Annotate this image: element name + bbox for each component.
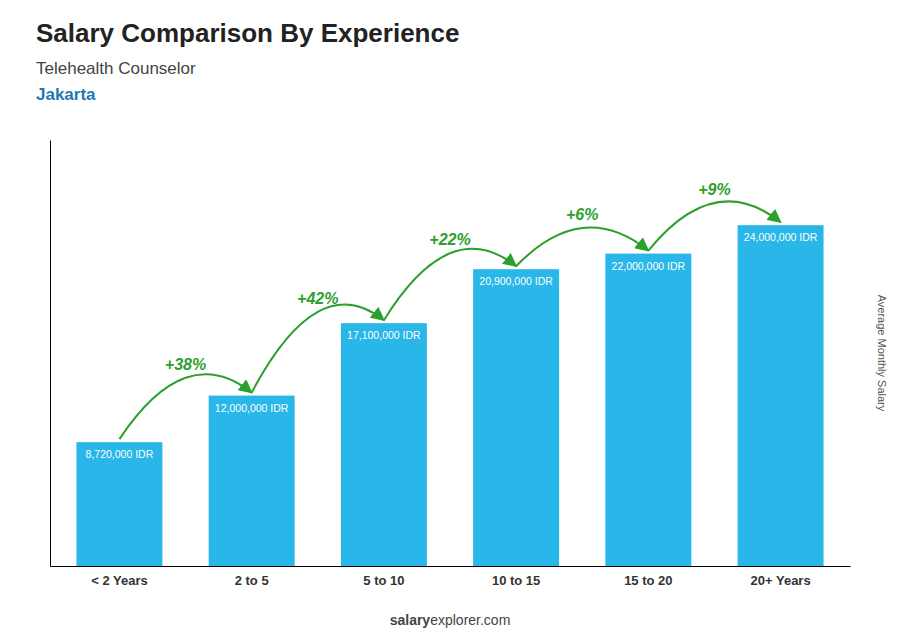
change-label: +22% bbox=[429, 231, 470, 248]
x-tick-label: 2 to 5 bbox=[235, 573, 269, 588]
footer-part: salary bbox=[390, 612, 431, 628]
data-labels: 8,720,000 IDR 12,000,000 IDR 17,100,000 ID… bbox=[86, 231, 818, 460]
x-axis: < 2 Years 2 to 5 5 to 10 10 to 15 15 to 20 20… bbox=[51, 566, 851, 588]
x-tick-label: 5 to 10 bbox=[363, 573, 404, 588]
x-tick: 20+ Years bbox=[751, 566, 811, 588]
x-tick-label: < 2 Years bbox=[91, 573, 148, 588]
bars bbox=[76, 225, 823, 566]
x-tick: 10 to 15 bbox=[492, 566, 540, 588]
data-label: 20,900,000 IDR bbox=[479, 275, 553, 287]
change-label: +38% bbox=[165, 356, 206, 373]
change-label: +42% bbox=[297, 290, 338, 307]
bar bbox=[76, 442, 162, 566]
plot: < 2 Years 2 to 5 5 to 10 10 to 15 15 to 20 20… bbox=[51, 141, 851, 589]
bar bbox=[473, 269, 559, 566]
x-tick: 5 to 10 bbox=[363, 566, 404, 588]
data-label: 12,000,000 IDR bbox=[215, 402, 289, 414]
x-tick: < 2 Years bbox=[91, 566, 148, 588]
x-tick: 15 to 20 bbox=[624, 566, 672, 588]
x-tick: 2 to 5 bbox=[235, 566, 269, 588]
change-arc bbox=[384, 249, 516, 320]
subtitle: Jakarta bbox=[36, 85, 96, 104]
change-arc bbox=[516, 228, 648, 267]
footer: salaryexplorer.com bbox=[390, 612, 511, 628]
x-tick-label: 10 to 15 bbox=[492, 573, 540, 588]
bar bbox=[605, 254, 691, 566]
y-axis bbox=[50, 141, 51, 567]
subtitle: Telehealth Counselor bbox=[36, 59, 196, 78]
data-label: 24,000,000 IDR bbox=[744, 231, 818, 243]
title: Salary Comparison By Experience bbox=[36, 18, 459, 48]
x-axis-line bbox=[51, 566, 851, 567]
bar bbox=[209, 396, 295, 566]
data-label: 8,720,000 IDR bbox=[86, 448, 154, 460]
data-label: 22,000,000 IDR bbox=[612, 260, 686, 272]
change-label: +9% bbox=[698, 181, 730, 198]
footer-part: explorer.com bbox=[430, 612, 510, 628]
y-axis-title: Average Monthly Salary bbox=[876, 295, 888, 412]
bar bbox=[738, 225, 824, 566]
data-label: 17,100,000 IDR bbox=[347, 329, 421, 341]
x-tick-label: 15 to 20 bbox=[624, 573, 672, 588]
change-arc bbox=[648, 201, 780, 250]
chart: Salary Comparison By Experience Telehealt… bbox=[0, 0, 900, 641]
change-annotations: +38% +42% +22% +6% +9% bbox=[119, 181, 780, 439]
bar bbox=[341, 323, 427, 566]
change-arc bbox=[119, 374, 251, 439]
y-axis-line bbox=[50, 141, 51, 567]
change-arc bbox=[252, 304, 384, 392]
change-label: +6% bbox=[566, 206, 598, 223]
x-tick-label: 20+ Years bbox=[751, 573, 811, 588]
